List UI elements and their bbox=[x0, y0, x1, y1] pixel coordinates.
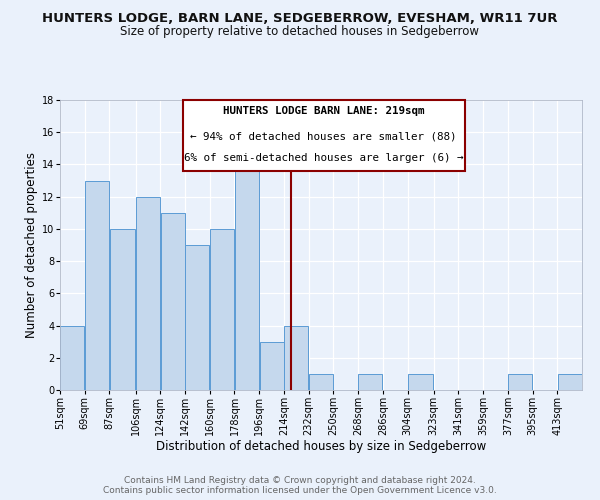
Y-axis label: Number of detached properties: Number of detached properties bbox=[25, 152, 38, 338]
Text: ← 94% of detached houses are smaller (88): ← 94% of detached houses are smaller (88… bbox=[190, 132, 457, 141]
Bar bbox=[508, 374, 532, 390]
Bar bbox=[136, 196, 160, 390]
Bar bbox=[185, 245, 209, 390]
Text: 6% of semi-detached houses are larger (6) →: 6% of semi-detached houses are larger (6… bbox=[184, 153, 463, 163]
Bar bbox=[284, 326, 308, 390]
Bar bbox=[161, 213, 185, 390]
Bar bbox=[110, 229, 135, 390]
Text: HUNTERS LODGE, BARN LANE, SEDGEBERROW, EVESHAM, WR11 7UR: HUNTERS LODGE, BARN LANE, SEDGEBERROW, E… bbox=[42, 12, 558, 26]
Bar bbox=[260, 342, 284, 390]
Bar bbox=[557, 374, 581, 390]
Bar bbox=[309, 374, 333, 390]
FancyBboxPatch shape bbox=[182, 100, 464, 171]
Bar bbox=[235, 164, 259, 390]
Text: HUNTERS LODGE BARN LANE: 219sqm: HUNTERS LODGE BARN LANE: 219sqm bbox=[223, 106, 424, 116]
Text: Contains public sector information licensed under the Open Government Licence v3: Contains public sector information licen… bbox=[103, 486, 497, 495]
Text: Size of property relative to detached houses in Sedgeberrow: Size of property relative to detached ho… bbox=[121, 25, 479, 38]
Text: Contains HM Land Registry data © Crown copyright and database right 2024.: Contains HM Land Registry data © Crown c… bbox=[124, 476, 476, 485]
Bar bbox=[85, 180, 109, 390]
Bar bbox=[61, 326, 85, 390]
Bar bbox=[210, 229, 234, 390]
X-axis label: Distribution of detached houses by size in Sedgeberrow: Distribution of detached houses by size … bbox=[156, 440, 486, 454]
Bar bbox=[358, 374, 382, 390]
Bar bbox=[408, 374, 433, 390]
